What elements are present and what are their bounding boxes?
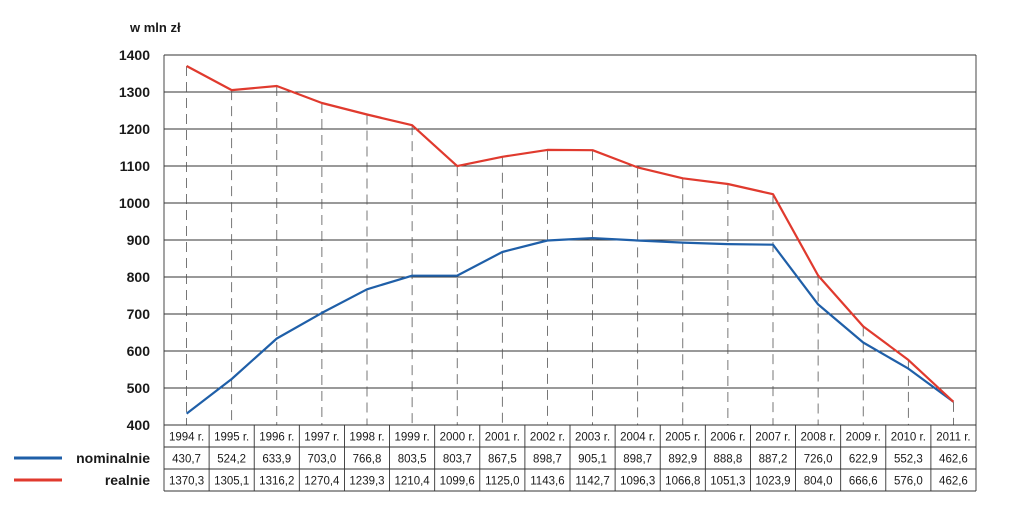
- y-tick-label: 1000: [119, 195, 150, 211]
- series-line-nominalnie: [185, 237, 955, 415]
- table-cell-year: 2006 r.: [710, 432, 745, 444]
- table-cell-year: 1996 r.: [259, 432, 294, 444]
- table-cell-year: 2007 r.: [755, 432, 790, 444]
- table-cell-nominalnie: 703,0: [307, 454, 336, 466]
- table-cell-nominalnie: 766,8: [353, 454, 382, 466]
- table-cell-realnie: 1305,1: [214, 476, 249, 488]
- y-axis-unit-label: w mln zł: [129, 20, 181, 35]
- y-tick-label: 400: [127, 417, 151, 433]
- table-cell-realnie: 1099,6: [440, 476, 475, 488]
- table-cell-year: 1994 r.: [169, 432, 204, 444]
- table-cell-realnie: 1125,0: [485, 476, 519, 488]
- table-cell-nominalnie: 552,3: [894, 454, 923, 466]
- table-cell-realnie: 1142,7: [575, 476, 609, 488]
- table-cell-nominalnie: 524,2: [217, 454, 246, 466]
- y-tick-label: 1100: [120, 158, 151, 174]
- y-tick-label: 500: [127, 380, 151, 396]
- y-tick-label: 700: [127, 306, 151, 322]
- series-lines: [185, 65, 955, 415]
- table-cell-realnie: 666,6: [849, 476, 878, 488]
- y-tick-label: 600: [127, 343, 151, 359]
- y-tick-label: 1400: [119, 47, 150, 63]
- data-table: 1994 r. 1995 r. 1996 r. 1997 r. 1998 r. 1999 …: [163, 424, 977, 492]
- table-cell-year: 2011 r.: [936, 432, 970, 444]
- table-cell-year: 2008 r.: [801, 432, 836, 444]
- legend: nominalnie realnie: [14, 450, 150, 488]
- table-cell-nominalnie: 803,7: [443, 454, 472, 466]
- table-cell-nominalnie: 430,7: [172, 454, 201, 466]
- table-cell-nominalnie: 622,9: [849, 454, 878, 466]
- table-cell-realnie: 1270,4: [304, 476, 340, 488]
- table-cell-realnie: 1143,6: [530, 476, 564, 488]
- legend-label-realnie: realnie: [105, 472, 150, 488]
- table-cell-realnie: 576,0: [894, 476, 923, 488]
- table-cell-realnie: 1051,3: [710, 476, 745, 488]
- table-cell-nominalnie: 898,7: [623, 454, 652, 466]
- table-cell-realnie: 1210,4: [395, 476, 431, 488]
- table-cell-nominalnie: 633,9: [262, 454, 291, 466]
- table-cell-year: 1995 r.: [214, 432, 249, 444]
- table-cell-nominalnie: 898,7: [533, 454, 562, 466]
- table-cell-nominalnie: 892,9: [668, 454, 697, 466]
- table-cell-year: 1998 r.: [349, 432, 384, 444]
- series-line-realnie: [186, 65, 955, 403]
- table-cell-nominalnie: 803,5: [398, 454, 427, 466]
- y-tick-label: 1200: [119, 121, 150, 137]
- y-axis-tick-labels: 400 500 600 700 800 900 1000 1100 1200 1300 1400: [119, 47, 150, 433]
- table-cell-realnie: 804,0: [804, 476, 833, 488]
- drop-lines: [186, 65, 954, 425]
- table-cell-nominalnie: 867,5: [488, 454, 517, 466]
- y-tick-label: 1300: [119, 84, 150, 100]
- table-cell-realnie: 1096,3: [620, 476, 655, 488]
- table-cell-realnie: 1023,9: [755, 476, 790, 488]
- table-cell-year: 2002 r.: [530, 432, 565, 444]
- table-cell-year: 2009 r.: [846, 432, 881, 444]
- table-cell-realnie: 1066,8: [665, 476, 700, 488]
- table-cell-year: 2000 r.: [440, 432, 475, 444]
- legend-label-nominalnie: nominalnie: [76, 450, 150, 466]
- table-cell-year: 2005 r.: [665, 432, 700, 444]
- table-cell-realnie: 1239,3: [349, 476, 384, 488]
- table-cell-realnie: 1316,2: [259, 476, 294, 488]
- table-cell-year: 2001 r.: [485, 432, 520, 444]
- table-cell-year: 1999 r.: [395, 432, 430, 444]
- table-cell-nominalnie: 462,6: [939, 454, 968, 466]
- y-tick-label: 900: [127, 232, 151, 248]
- y-tick-label: 800: [127, 269, 151, 285]
- table-cell-nominalnie: 888,8: [713, 454, 742, 466]
- table-cell-nominalnie: 726,0: [804, 454, 833, 466]
- table-cell-year: 1997 r.: [304, 432, 339, 444]
- table-cell-year: 2010 r.: [891, 432, 926, 444]
- table-cell-year: 2004 r.: [620, 432, 655, 444]
- table-cell-nominalnie: 905,1: [578, 454, 607, 466]
- table-cell-year: 2003 r.: [575, 432, 610, 444]
- table-cell-realnie: 462,6: [939, 476, 968, 488]
- table-cell-realnie: 1370,3: [169, 476, 204, 488]
- table-cell-nominalnie: 887,2: [759, 454, 788, 466]
